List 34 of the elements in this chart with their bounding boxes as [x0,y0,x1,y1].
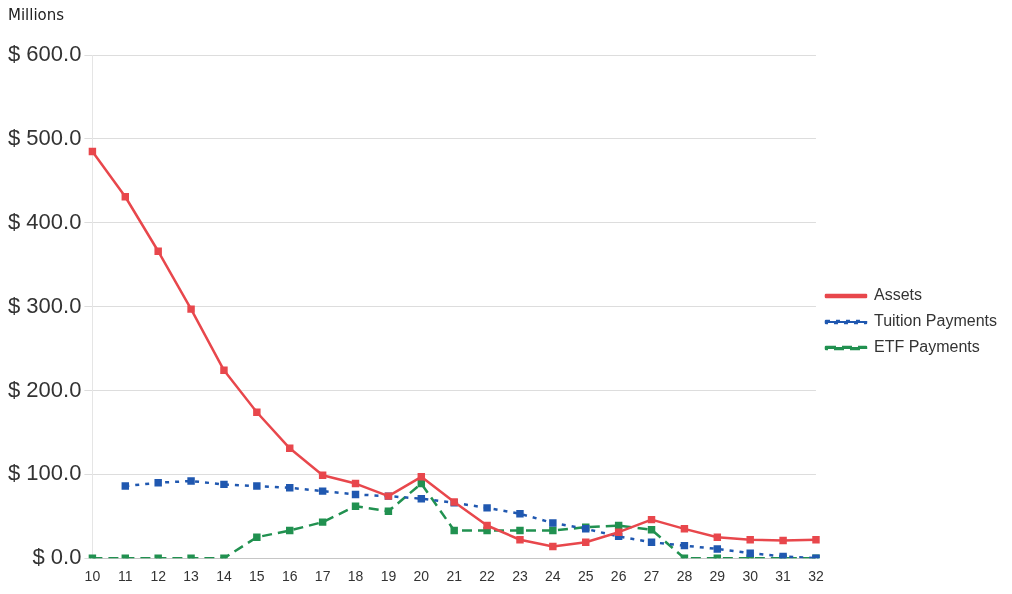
x-tick-label: 32 [808,568,824,585]
legend-label: Tuition Payments [873,312,997,330]
y-tick-label: $ 600.0 [8,41,82,67]
x-tick-label: 10 [84,568,101,585]
y-tick-label: $ 500.0 [8,124,82,150]
x-tick-label: 29 [709,568,726,585]
x-tick-label: 21 [446,568,463,585]
x-tick-label: 26 [610,568,627,585]
x-tick-label: 31 [775,568,792,585]
x-tick-label: 23 [512,568,528,585]
x-tick-label: 14 [216,568,232,585]
y-tick-label: $ 300.0 [8,292,82,318]
x-tick-label: 25 [577,568,594,585]
x-tick-label: 12 [150,568,167,585]
y-tick-label: $ 200.0 [8,376,82,402]
x-tick-label: 18 [347,568,364,585]
x-tick-label: 22 [479,568,496,585]
x-tick-label: 30 [742,568,759,585]
x-tick-label: 24 [545,568,561,585]
x-tick-label: 13 [183,568,200,585]
x-tick-label: 16 [281,568,298,585]
y-axis-title: Millions [8,6,65,24]
x-tick-label: 19 [380,568,397,585]
x-tick-label: 11 [118,568,133,585]
legend-label: Assets [873,286,922,304]
y-tick-label: $ 0.0 [32,544,82,570]
x-tick-label: 17 [314,568,331,585]
x-tick-label: 20 [413,568,430,585]
x-tick-label: 27 [643,568,660,585]
x-tick-label: 15 [249,568,265,585]
y-tick-label: $ 100.0 [8,460,82,486]
x-tick-label: 28 [676,568,693,585]
legend-label: ETF Payments [873,338,980,356]
y-tick-label: $ 400.0 [8,208,82,234]
